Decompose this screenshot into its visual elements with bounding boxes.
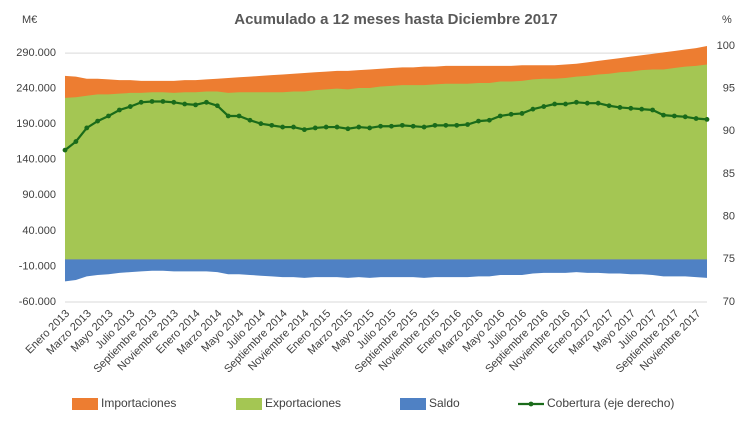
y2-tick-label: 80 bbox=[723, 211, 735, 223]
cobertura-point bbox=[138, 99, 144, 105]
legend-swatch bbox=[72, 398, 98, 410]
cobertura-point bbox=[269, 122, 275, 128]
cobertura-point bbox=[182, 101, 188, 107]
y-tick-label: -10.000 bbox=[19, 260, 56, 272]
cobertura-point bbox=[334, 124, 340, 130]
cobertura-point bbox=[530, 106, 536, 112]
cobertura-point bbox=[171, 99, 177, 105]
cobertura-point bbox=[628, 105, 634, 111]
cobertura-point bbox=[280, 124, 286, 130]
cobertura-point bbox=[682, 114, 688, 120]
cobertura-point bbox=[563, 101, 568, 107]
cobertura-point bbox=[247, 117, 253, 123]
cobertura-point bbox=[617, 105, 623, 110]
cobertura-point bbox=[214, 103, 220, 109]
cobertura-point bbox=[508, 111, 514, 117]
cobertura-point bbox=[541, 104, 547, 109]
cobertura-point bbox=[552, 101, 558, 107]
cobertura-point bbox=[606, 103, 612, 109]
y2-tick-label: 85 bbox=[723, 168, 735, 180]
y-axis-label: M€ bbox=[22, 14, 37, 26]
legend-swatch bbox=[528, 401, 534, 407]
legend-label: Saldo bbox=[429, 396, 460, 410]
y-tick-label: 90.000 bbox=[22, 189, 56, 201]
y-tick-label: -60.000 bbox=[19, 296, 56, 308]
cobertura-point bbox=[650, 107, 655, 113]
cobertura-point bbox=[421, 124, 427, 130]
cobertura-point bbox=[519, 111, 525, 116]
area bbox=[65, 64, 707, 260]
y-tick-label: 190.000 bbox=[16, 118, 56, 130]
y2-tick-label: 90 bbox=[723, 125, 735, 137]
y2-tick-label: 75 bbox=[723, 253, 735, 265]
area bbox=[65, 259, 707, 282]
y2-axis-label: % bbox=[722, 14, 732, 26]
legend-label: Importaciones bbox=[101, 396, 176, 410]
y-tick-label: 290.000 bbox=[16, 47, 56, 59]
cobertura-point bbox=[356, 124, 362, 130]
cobertura-point bbox=[236, 113, 242, 119]
y-tick-label: 240.000 bbox=[16, 83, 56, 95]
cobertura-point bbox=[62, 147, 68, 153]
cobertura-point bbox=[160, 99, 166, 104]
y2-tick-label: 95 bbox=[723, 83, 735, 95]
cobertura-point bbox=[661, 112, 666, 118]
cobertura-point bbox=[389, 123, 394, 129]
cobertura-point bbox=[486, 117, 492, 123]
y-tick-label: 140.000 bbox=[16, 154, 56, 166]
cobertura-point bbox=[410, 123, 416, 129]
cobertura-point bbox=[704, 116, 710, 122]
cobertura-point bbox=[149, 99, 155, 104]
cobertura-point bbox=[432, 122, 438, 128]
cobertura-point bbox=[106, 113, 111, 119]
cobertura-point bbox=[323, 124, 329, 130]
cobertura-point bbox=[454, 122, 460, 128]
cobertura-point bbox=[73, 139, 79, 144]
cobertura-point bbox=[443, 122, 449, 128]
cobertura-point bbox=[367, 125, 373, 131]
cobertura-point bbox=[193, 102, 198, 108]
cobertura-point bbox=[584, 100, 590, 106]
cobertura-point bbox=[117, 107, 122, 113]
cobertura-point bbox=[345, 126, 351, 132]
chart-title: Acumulado a 12 meses hasta Diciembre 201… bbox=[234, 11, 558, 28]
cobertura-point bbox=[225, 113, 231, 119]
legend-swatch bbox=[236, 398, 262, 410]
cobertura-point bbox=[465, 122, 471, 127]
legend-label: Exportaciones bbox=[265, 396, 341, 410]
cobertura-point bbox=[312, 125, 318, 131]
cobertura-point bbox=[378, 123, 383, 129]
cobertura-point bbox=[476, 118, 481, 124]
y2-tick-label: 70 bbox=[723, 296, 735, 308]
cobertura-point bbox=[84, 125, 90, 131]
y-tick-label: 40.000 bbox=[22, 225, 56, 237]
cobertura-point bbox=[258, 121, 264, 127]
cobertura-point bbox=[95, 118, 101, 124]
cobertura-point bbox=[497, 113, 503, 119]
cobertura-point bbox=[399, 122, 405, 128]
cobertura-point bbox=[639, 106, 645, 112]
cobertura-point bbox=[291, 124, 296, 130]
cobertura-point bbox=[693, 116, 699, 121]
legend-label: Cobertura (eje derecho) bbox=[547, 396, 674, 410]
legend-swatch bbox=[400, 398, 426, 410]
cobertura-point bbox=[595, 100, 601, 106]
cobertura-point bbox=[301, 127, 307, 133]
y2-tick-label: 100 bbox=[717, 40, 735, 52]
cobertura-point bbox=[574, 99, 579, 105]
cobertura-point bbox=[671, 113, 677, 119]
cobertura-point bbox=[204, 99, 209, 105]
cobertura-point bbox=[127, 104, 133, 109]
